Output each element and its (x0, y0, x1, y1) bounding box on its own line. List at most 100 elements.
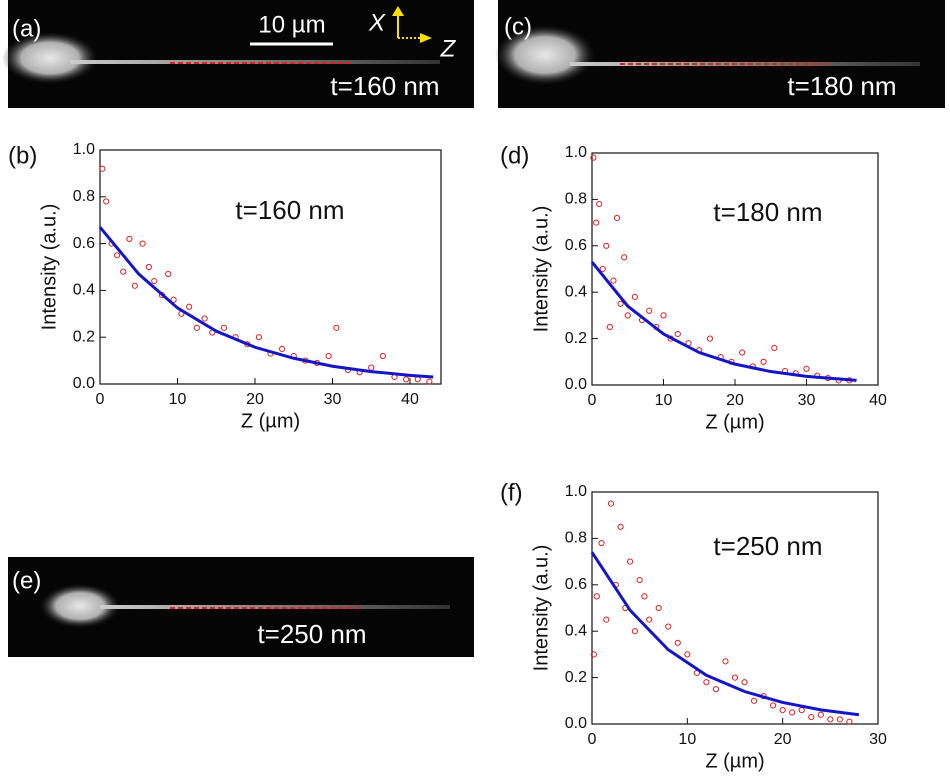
annotation: t=180 nm (787, 71, 896, 101)
data-point (603, 616, 610, 623)
y-tick-label: 0.0 (73, 375, 95, 392)
data-point (598, 539, 605, 547)
y-tick-label: 0.2 (565, 330, 587, 347)
data-point (617, 300, 624, 307)
data-point (617, 523, 624, 530)
panel-label: (e) (12, 567, 41, 594)
data-point (368, 364, 375, 371)
y-axis-label: Intensity (a.u.) (38, 204, 60, 331)
data-point (126, 235, 133, 243)
x-tick-label: 30 (324, 391, 342, 408)
data-point (684, 651, 691, 658)
data-point (817, 711, 824, 718)
x-tick-label: 0 (96, 391, 105, 408)
data-point (803, 365, 810, 372)
data-point (836, 716, 843, 723)
scale-bar-label: 10 µm (258, 11, 325, 38)
y-tick-label: 1.0 (565, 144, 587, 161)
fit-line (590, 261, 857, 382)
data-point (593, 219, 600, 226)
data-point (610, 277, 617, 284)
annotation: t=160 nm (330, 71, 439, 101)
data-point (674, 639, 681, 646)
data-point (145, 263, 152, 271)
y-tick-label: 1.0 (73, 141, 95, 158)
fit-line (98, 226, 434, 379)
data-point (606, 323, 613, 331)
data-point (599, 265, 606, 273)
data-point (593, 593, 600, 600)
data-point (193, 324, 200, 331)
y-tick-label: 0.8 (565, 191, 587, 208)
data-point (139, 240, 146, 247)
data-point (631, 293, 639, 300)
data-point (325, 352, 332, 360)
plot-frame (99, 149, 442, 385)
data-point (201, 315, 208, 322)
panel-label: (d) (500, 142, 529, 169)
axis-name: X (368, 9, 386, 36)
data-point (333, 324, 340, 331)
annotation: t=160 nm (235, 195, 344, 225)
data-point (103, 198, 110, 205)
panel-label: (c) (504, 13, 532, 40)
data-point (621, 254, 628, 261)
y-tick-label: 0.4 (73, 282, 95, 299)
data-point (186, 303, 193, 310)
axis-name: Z (440, 35, 457, 62)
x-tick-label: 10 (678, 731, 696, 748)
data-point (426, 378, 433, 385)
x-axis-label: Z (µm) (705, 411, 764, 433)
data-point (712, 686, 720, 693)
data-point (613, 214, 621, 222)
x-tick-label: 40 (869, 392, 887, 409)
data-point (741, 679, 748, 686)
y-axis-label: Intensity (a.u.) (530, 545, 552, 672)
data-point (771, 344, 778, 351)
data-point (170, 296, 177, 303)
image-e: (e) t=250 nm (8, 557, 474, 657)
x-tick-label: 20 (726, 392, 744, 409)
data-point (631, 628, 639, 635)
data-point (627, 558, 634, 565)
annotation: t=250 nm (713, 531, 822, 561)
data-point (750, 697, 758, 704)
x-tick-label: 30 (798, 392, 816, 409)
y-tick-label: 0.8 (565, 530, 587, 547)
x-axis-label: Z (µm) (705, 750, 764, 772)
image-c: (c) t=180 nm (495, 0, 945, 108)
data-point (120, 268, 127, 275)
data-point (739, 349, 746, 356)
data-point (165, 270, 172, 278)
y-tick-label: 0.6 (73, 235, 95, 252)
data-point (798, 706, 805, 714)
x-tick-label: 10 (655, 392, 673, 409)
data-point (596, 200, 603, 208)
data-point (646, 307, 653, 314)
data-point (789, 709, 796, 716)
y-tick-label: 0.0 (565, 376, 587, 393)
annotation: t=250 nm (257, 619, 366, 649)
panel-label: (a) (12, 15, 41, 42)
data-point (846, 718, 853, 725)
y-tick-label: 0.0 (565, 715, 587, 732)
data-point (151, 277, 158, 285)
x-tick-label: 40 (401, 391, 419, 408)
data-point (770, 702, 777, 709)
y-tick-label: 0.6 (565, 576, 587, 593)
panel-label: (b) (8, 142, 37, 169)
data-point (131, 282, 138, 289)
y-tick-label: 0.2 (73, 328, 95, 345)
y-tick-label: 0.4 (565, 622, 587, 639)
data-point (590, 154, 597, 161)
data-point (779, 706, 786, 714)
data-point (636, 577, 643, 584)
x-axis-label: Z (µm) (241, 410, 300, 432)
data-point (279, 345, 286, 352)
annotation: t=180 nm (713, 197, 822, 227)
data-point (113, 252, 121, 259)
y-tick-label: 0.6 (565, 237, 587, 254)
data-point (665, 623, 672, 630)
y-axis-label: Intensity (a.u.) (530, 206, 552, 333)
